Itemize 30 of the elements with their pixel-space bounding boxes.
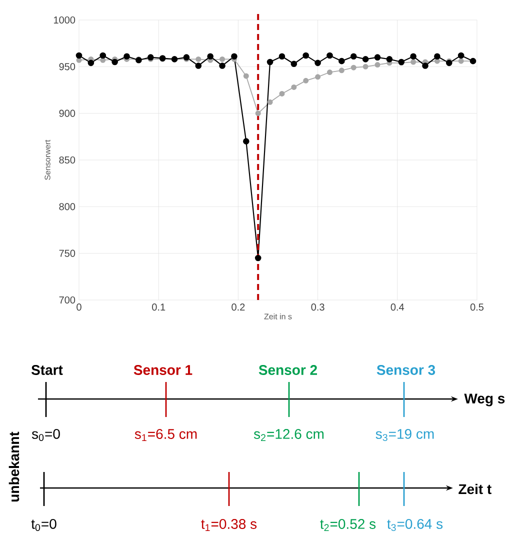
text: Zeit t xyxy=(458,484,492,494)
text: Sensor 1 xyxy=(134,365,192,375)
y-axis-title: Sensorwert xyxy=(44,140,50,180)
x-tick-label: 0.2 xyxy=(232,304,245,311)
y-tick-label: 750 xyxy=(59,250,76,257)
text: t$_{3}$=0.64 s xyxy=(387,518,443,532)
y-tick-label: 1000 xyxy=(54,16,76,24)
x-tick-label: 0.4 xyxy=(390,304,404,311)
text: s$_{1}$=6.5 cm xyxy=(134,429,197,441)
text: Start xyxy=(31,365,63,375)
x-tick-label: 0.1 xyxy=(152,304,166,311)
text: s$_{0}$=0 xyxy=(32,428,60,442)
text: s$_{3}$=19 cm xyxy=(376,428,434,442)
x-axis-title: Zeit in s xyxy=(264,313,292,320)
x-tick-label: 0 xyxy=(76,304,82,311)
y-tick-label: 950 xyxy=(59,63,76,70)
text: Sensor 3 xyxy=(376,365,436,375)
text: unbekannt xyxy=(8,432,20,502)
text: Sensor 2 xyxy=(258,365,317,375)
y-tick-label: 800 xyxy=(59,203,76,210)
x-tick-label: 0.5 xyxy=(470,304,484,311)
y-tick-label: 700 xyxy=(59,296,76,304)
text: t$_{2}$=0.52 s xyxy=(320,519,376,531)
text: t$_{0}$=0 xyxy=(31,518,56,532)
x-tick-label: 0.3 xyxy=(311,304,324,311)
y-tick-label: 900 xyxy=(59,110,76,117)
y-tick-label: 850 xyxy=(59,156,76,164)
text: Weg s xyxy=(464,394,505,406)
text: s$_{2}$=12.6 cm xyxy=(254,429,324,441)
text: t$_{1}$=0.38 s xyxy=(201,519,257,531)
